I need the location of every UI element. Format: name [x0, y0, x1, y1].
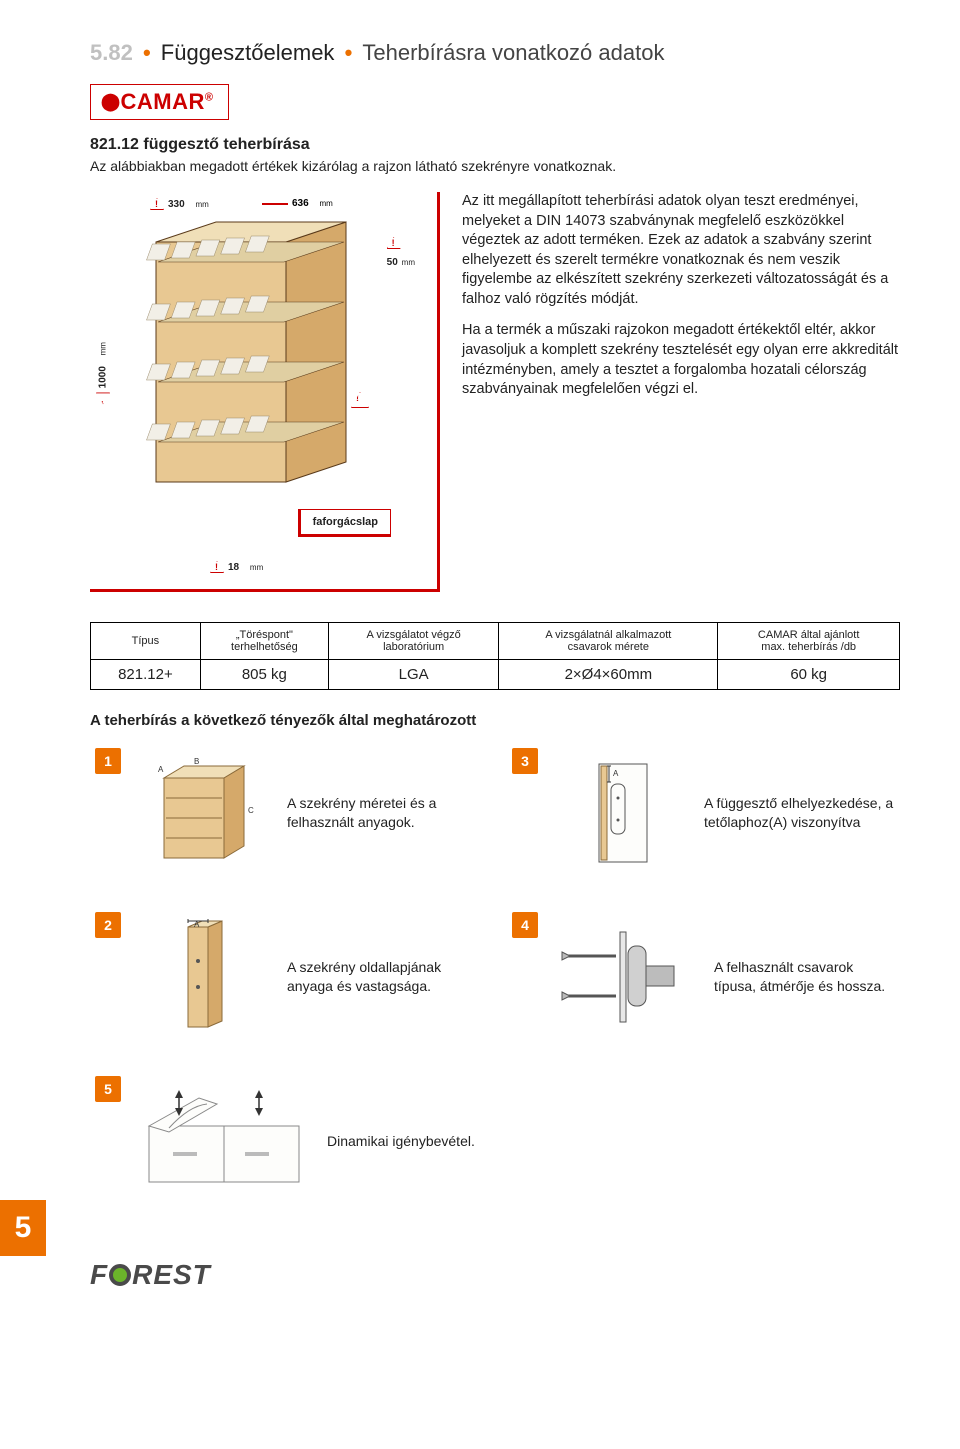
factor-badge: 2: [95, 912, 121, 938]
th-type: Típus: [91, 623, 201, 660]
svg-text:A: A: [158, 765, 164, 774]
footer-logo-forest: FREST: [90, 1259, 900, 1291]
dim-unit: mm: [195, 200, 208, 209]
spec-table: Típus „Töréspont" terhelhetőség A vizsgá…: [90, 622, 900, 690]
sub-heading: 821.12 függesztő teherbírása: [90, 136, 900, 154]
factor-row-1: 1 A B C A szekrény méretei és a felhaszn…: [90, 743, 483, 883]
dim-value: 50: [387, 257, 398, 268]
warning-icon: [96, 392, 110, 404]
dim-unit: mm: [250, 563, 263, 572]
callout-warning: [351, 392, 369, 411]
factor-row-3: 3 A A függesztő elhelyezkedése, a tetőla…: [507, 743, 900, 883]
factor-row-4: 4 A felhasznált csavarok típusa, átmérőj…: [507, 907, 900, 1047]
factor-illustration-dynamic: [139, 1081, 309, 1201]
td-lab: LGA: [328, 660, 498, 690]
factors-grid: 1 A B C A szekrény méretei és a felhaszn…: [90, 743, 900, 1211]
title-part1: Függesztőelemek: [161, 40, 335, 65]
th-screws: A vizsgálatnál alkalmazott csavarok mére…: [499, 623, 718, 660]
factor-row-2: 2 A A szekrény oldallapjának anyaga és v…: [90, 907, 483, 1047]
svg-text:B: B: [194, 758, 199, 766]
dim-value: 330: [168, 199, 185, 210]
td-break: 805 kg: [200, 660, 328, 690]
chapter-tab: 5: [0, 1200, 46, 1256]
warning-icon: [387, 237, 401, 249]
dimension-width: 636 mm: [262, 198, 333, 209]
warning-icon: [351, 392, 369, 408]
factor-text: A szekrény oldallapjának anyaga és vasta…: [287, 958, 478, 996]
dim-value: 636: [292, 198, 309, 209]
dim-unit: mm: [402, 258, 415, 267]
sub-description: Az alábbiakban megadott értékek kizáróla…: [90, 158, 900, 174]
cabinet-diagram-panel: 330 mm 636 mm 1000 mm: [90, 192, 440, 592]
td-type: 821.12+: [91, 660, 201, 690]
th-break: „Töréspont" terhelhetőség: [200, 623, 328, 660]
dimension-depth: 330 mm: [150, 198, 209, 210]
lock-icon: ⬤: [101, 92, 121, 111]
factor-illustration-hanger-position: A: [556, 753, 686, 873]
factor-illustration-screws: [556, 917, 696, 1037]
dim-value: 1000: [98, 366, 109, 388]
factor-badge: 5: [95, 1076, 121, 1102]
svg-text:C: C: [248, 806, 254, 815]
warning-icon: [150, 198, 164, 210]
cabinet-svg: [116, 212, 396, 512]
page-title: 5.82 • Függesztőelemek • Teherbírásra vo…: [90, 40, 900, 66]
dim-value: 18: [228, 562, 239, 573]
warning-icon: [210, 561, 224, 573]
svg-text:A: A: [613, 769, 619, 778]
body-text-block: Az itt megállapított teherbírási adatok …: [462, 192, 900, 592]
factor-illustration-cabinet-dims: A B C: [139, 753, 269, 873]
td-max: 60 kg: [718, 660, 900, 690]
factor-text: A függesztő elhelyezkedése, a tetőlaphoz…: [704, 794, 895, 832]
bullet-icon: •: [341, 40, 357, 65]
factor-badge: 4: [512, 912, 538, 938]
paragraph-2: Ha a termék a műszaki rajzokon megadott …: [462, 321, 900, 399]
th-max: CAMAR által ajánlott max. teherbírás /db: [718, 623, 900, 660]
paragraph-1: Az itt megállapított teherbírási adatok …: [462, 192, 900, 309]
th-lab: A vizsgálatot végző laboratórium: [328, 623, 498, 660]
factor-text: Dinamikai igénybevétel.: [327, 1132, 895, 1151]
dim-unit: mm: [319, 199, 332, 208]
factors-heading: A teherbírás a következő tényezők által …: [90, 712, 900, 729]
svg-text:A: A: [194, 920, 200, 929]
leaf-icon: [109, 1264, 131, 1286]
factor-illustration-side-panel: A: [139, 917, 269, 1037]
td-screws: 2×Ø4×60mm: [499, 660, 718, 690]
section-number: 5.82: [90, 40, 133, 65]
factor-badge: 3: [512, 748, 538, 774]
material-label: faforgácslap: [298, 509, 391, 537]
brand-logo-camar: ⬤CAMAR®: [90, 84, 229, 120]
brand-text: CAMAR: [121, 89, 205, 114]
dim-unit: mm: [99, 342, 108, 355]
title-part2: Teherbírásra vonatkozó adatok: [362, 40, 664, 65]
factor-text: A felhasznált csavarok típusa, átmérője …: [714, 958, 895, 996]
dimension-offset: 50 mm: [387, 236, 415, 268]
factor-text: A szekrény méretei és a felhasznált anya…: [287, 794, 478, 832]
dimension-height: 1000 mm: [96, 342, 110, 404]
bullet-icon: •: [139, 40, 155, 65]
factor-row-5: 5 Dinamikai igénybevétel.: [90, 1071, 900, 1211]
factor-badge: 1: [95, 748, 121, 774]
dimension-thickness: 18 mm: [210, 561, 263, 573]
